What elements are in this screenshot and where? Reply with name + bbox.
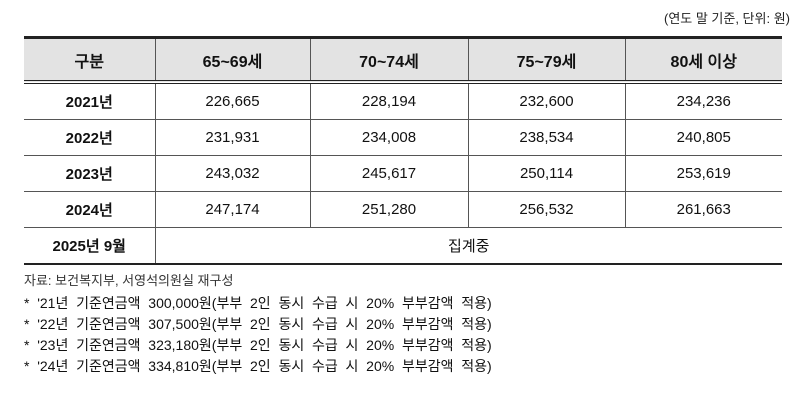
cell-value: 256,532 (467, 191, 626, 228)
cell-value: 234,008 (309, 119, 469, 156)
cell-value: 247,174 (154, 191, 311, 228)
notes: 자료: 보건복지부, 서영석의원실 재구성 * '21년 기준연금액 300,0… (24, 270, 492, 377)
cell-pending: 집계중 (154, 227, 782, 265)
table-row: 2024년 247,174 251,280 256,532 261,663 (24, 191, 782, 228)
header-row: 구분 65~69세 70~74세 75~79세 80세 이상 (24, 36, 782, 84)
unit-note: (연도 말 기준, 단위: 원) (663, 11, 790, 26)
footnote: * '23년 기준연금액 323,180원(부부 2인 동시 수급 시 20% … (24, 337, 492, 353)
row-year: 2024년 (24, 191, 156, 228)
pension-table: 구분 65~69세 70~74세 75~79세 80세 이상 2021년 226… (24, 36, 782, 265)
row-year: 2025년 9월 (24, 227, 156, 265)
cell-value: 231,931 (154, 119, 311, 156)
cell-value: 234,236 (624, 81, 782, 120)
header-age-65-69: 65~69세 (154, 36, 311, 84)
table-row: 2025년 9월 집계중 (24, 227, 782, 265)
row-year: 2022년 (24, 119, 156, 156)
header-age-75-79: 75~79세 (467, 36, 626, 84)
table-row: 2023년 243,032 245,617 250,114 253,619 (24, 155, 782, 192)
footnote: * '24년 기준연금액 334,810원(부부 2인 동시 수급 시 20% … (24, 358, 492, 374)
cell-value: 243,032 (154, 155, 311, 192)
table-row: 2022년 231,931 234,008 238,534 240,805 (24, 119, 782, 156)
footnote: * '21년 기준연금액 300,000원(부부 2인 동시 수급 시 20% … (24, 295, 492, 311)
header-age-80-plus: 80세 이상 (624, 36, 782, 84)
source-note: 자료: 보건복지부, 서영석의원실 재구성 (24, 273, 234, 288)
cell-value: 228,194 (309, 81, 469, 120)
footnote: * '22년 기준연금액 307,500원(부부 2인 동시 수급 시 20% … (24, 316, 492, 332)
header-category: 구분 (24, 36, 156, 84)
cell-value: 251,280 (309, 191, 469, 228)
row-year: 2021년 (24, 81, 156, 120)
row-year: 2023년 (24, 155, 156, 192)
cell-value: 253,619 (624, 155, 782, 192)
table-row: 2021년 226,665 228,194 232,600 234,236 (24, 81, 782, 120)
cell-value: 245,617 (309, 155, 469, 192)
cell-value: 261,663 (624, 191, 782, 228)
cell-value: 250,114 (467, 155, 626, 192)
cell-value: 232,600 (467, 81, 626, 120)
cell-value: 226,665 (154, 81, 311, 120)
cell-value: 240,805 (624, 119, 782, 156)
cell-value: 238,534 (467, 119, 626, 156)
header-age-70-74: 70~74세 (309, 36, 469, 84)
